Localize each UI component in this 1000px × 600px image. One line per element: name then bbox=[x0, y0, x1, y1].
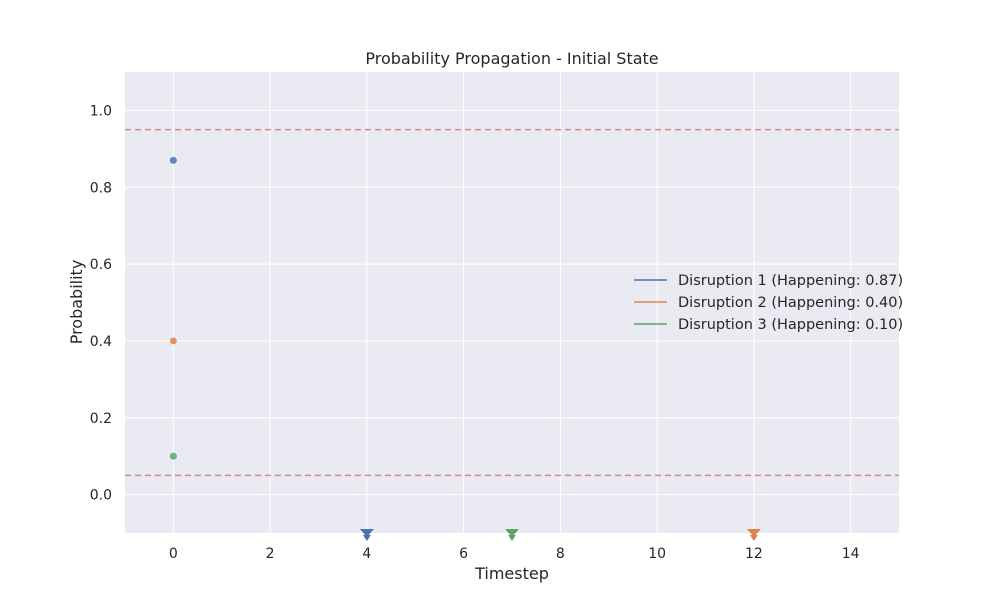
x-tick-label: 0 bbox=[169, 546, 178, 562]
x-tick-label: 6 bbox=[459, 546, 468, 562]
y-tick-labels: 0.0 0.2 0.4 0.6 0.8 1.0 bbox=[90, 103, 112, 503]
x-tick-label: 14 bbox=[842, 546, 860, 562]
event-marker bbox=[359, 529, 374, 537]
x-axis-label: Timestep bbox=[474, 564, 549, 583]
x-tick-label: 4 bbox=[362, 546, 371, 562]
chart-title: Probability Propagation - Initial State bbox=[365, 49, 658, 68]
data-point bbox=[169, 156, 177, 164]
legend-label: Disruption 3 (Happening: 0.10) bbox=[678, 317, 903, 333]
data-point bbox=[169, 337, 177, 345]
data-point bbox=[169, 452, 177, 460]
legend-label: Disruption 2 (Happening: 0.40) bbox=[678, 295, 903, 311]
x-tick-label: 2 bbox=[266, 546, 275, 562]
legend-label: Disruption 1 (Happening: 0.87) bbox=[678, 273, 903, 289]
y-tick-label: 0.4 bbox=[90, 334, 112, 350]
y-axis-label: Probability bbox=[67, 260, 86, 345]
threshold-lines bbox=[125, 128, 899, 477]
event-marker bbox=[749, 535, 758, 541]
event-marker bbox=[508, 535, 516, 541]
y-tick-label: 0.6 bbox=[90, 257, 112, 273]
x-tick-label: 12 bbox=[745, 546, 763, 562]
y-tick-label: 0.0 bbox=[90, 488, 112, 504]
y-tick-label: 1.0 bbox=[90, 103, 112, 119]
y-tick-label: 0.8 bbox=[90, 180, 112, 196]
data-layer bbox=[169, 156, 761, 541]
x-tick-label: 8 bbox=[556, 546, 565, 562]
event-marker bbox=[746, 529, 761, 537]
x-tick-label: 10 bbox=[648, 546, 666, 562]
x-tick-labels: 0 2 4 6 8 10 12 14 bbox=[169, 546, 860, 562]
legend: Disruption 1 (Happening: 0.87) Disruption… bbox=[634, 273, 903, 333]
grid bbox=[125, 72, 899, 533]
event-marker bbox=[362, 535, 371, 541]
y-tick-label: 0.2 bbox=[90, 411, 112, 427]
event-marker bbox=[505, 529, 519, 537]
plot-background bbox=[125, 72, 899, 533]
